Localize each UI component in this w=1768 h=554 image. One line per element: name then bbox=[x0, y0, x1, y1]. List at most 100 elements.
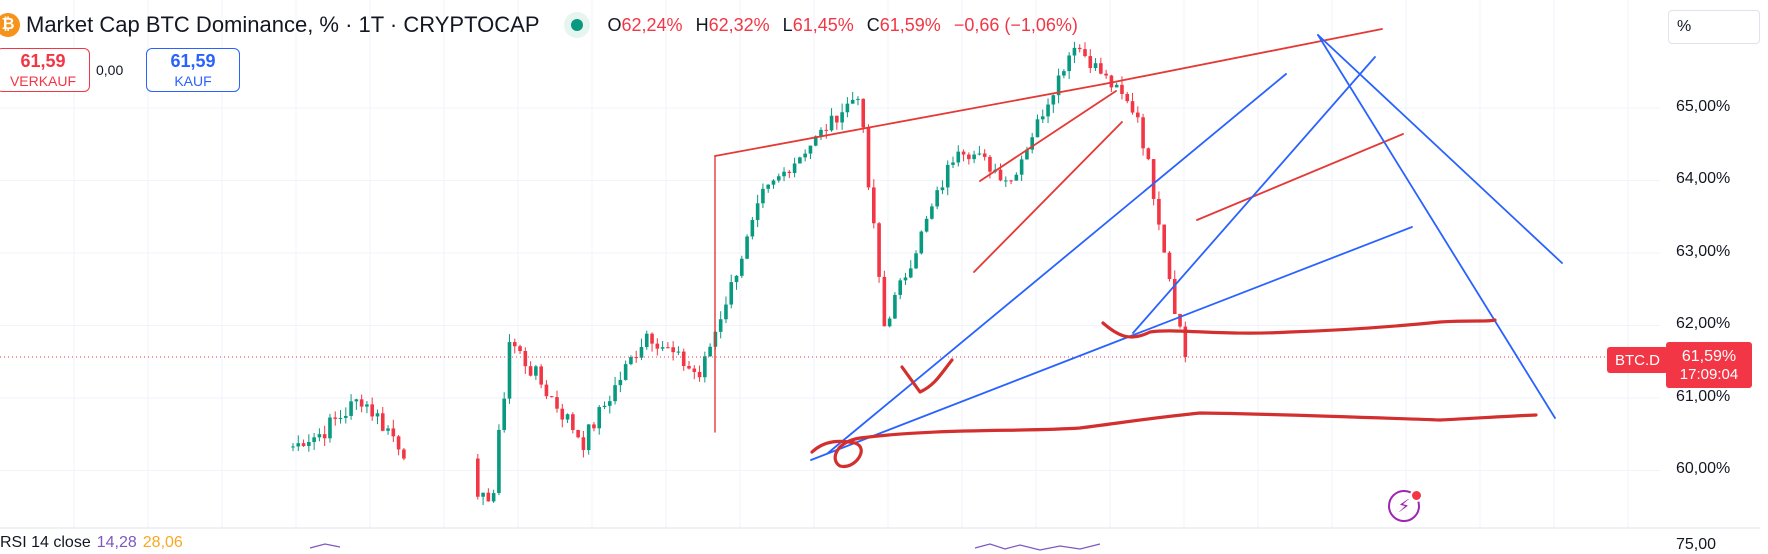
candle-body bbox=[565, 414, 570, 420]
scale-mode-toggle[interactable]: % bbox=[1668, 10, 1760, 44]
candle-body bbox=[386, 428, 390, 431]
candle-body bbox=[497, 429, 501, 494]
candle-body bbox=[296, 443, 301, 447]
candle-body bbox=[951, 162, 955, 165]
candle-body bbox=[660, 347, 665, 349]
candle-body bbox=[1146, 148, 1151, 160]
candle-body bbox=[613, 385, 617, 402]
rsi-line-fragment bbox=[309, 543, 341, 549]
candle-body bbox=[692, 368, 697, 372]
candle-body bbox=[1130, 101, 1135, 113]
candle-body bbox=[1109, 75, 1114, 88]
candle-body bbox=[1088, 56, 1093, 69]
candle-body bbox=[491, 493, 496, 502]
candle-body bbox=[745, 236, 749, 259]
candle-body bbox=[914, 253, 918, 269]
candle-body bbox=[333, 417, 338, 419]
candle-body bbox=[571, 414, 575, 431]
candle-body bbox=[354, 399, 359, 402]
candle-body bbox=[1046, 104, 1050, 117]
candle-body bbox=[972, 154, 976, 160]
market-status-icon[interactable] bbox=[563, 12, 590, 38]
candle-body bbox=[639, 347, 644, 358]
lightning-alert-icon[interactable]: ⚡ bbox=[1388, 490, 1420, 522]
candle-body bbox=[1014, 174, 1019, 181]
candle-body bbox=[1072, 47, 1077, 56]
candle-body bbox=[608, 401, 612, 406]
candle-body bbox=[1157, 198, 1161, 225]
candle-body bbox=[634, 357, 638, 359]
price-change: −0,66 (−1,06%) bbox=[953, 14, 1078, 35]
candle-body bbox=[291, 446, 295, 448]
candle-body bbox=[1051, 95, 1056, 105]
drawing-blue-line-3 bbox=[1132, 56, 1376, 334]
symbol-title[interactable]: Market Cap BTC Dominance, % · 1T · CRYPT… bbox=[26, 12, 540, 37]
candle-body bbox=[998, 169, 1003, 181]
candle-body bbox=[930, 206, 934, 219]
rsi-legend[interactable]: RSI 14 close 14,28 28,06 bbox=[0, 534, 183, 551]
candle-body bbox=[328, 417, 332, 439]
candle-body bbox=[1162, 224, 1166, 253]
candle-body bbox=[877, 223, 881, 277]
candle-body bbox=[1009, 180, 1013, 182]
candle-body bbox=[903, 277, 908, 281]
bar-countdown: 17:09:04 bbox=[1679, 365, 1739, 383]
candle-body bbox=[402, 449, 406, 459]
candle-body bbox=[528, 366, 533, 376]
candle-body bbox=[882, 276, 887, 327]
rsi-line-fragment-2 bbox=[974, 543, 1101, 551]
drawing-red-channel-upper bbox=[979, 90, 1117, 182]
candle-body bbox=[708, 346, 712, 357]
candle-body bbox=[835, 115, 839, 123]
candle-body bbox=[1151, 159, 1156, 199]
spread-value: 0,00 bbox=[96, 62, 124, 78]
candle-body bbox=[755, 203, 760, 221]
candle-body bbox=[893, 294, 897, 319]
candle-body bbox=[1114, 84, 1119, 88]
bitcoin-logo-icon: ₿ bbox=[0, 13, 20, 37]
candle-body bbox=[539, 366, 543, 385]
drawing-red-upper-trendline bbox=[714, 28, 1383, 157]
candle-body bbox=[307, 442, 311, 446]
candle-body bbox=[808, 145, 813, 154]
candle-body bbox=[734, 275, 739, 283]
price-axis-label: 61,00% bbox=[1676, 388, 1731, 405]
candle-body bbox=[850, 99, 855, 104]
candle-body bbox=[977, 153, 982, 155]
candle-body bbox=[935, 190, 939, 207]
candle-body bbox=[813, 136, 818, 146]
buy-button[interactable]: 61,59 KAUF bbox=[146, 48, 240, 92]
candle-body bbox=[967, 154, 971, 160]
candle-body bbox=[359, 399, 364, 407]
candle-body bbox=[1035, 119, 1040, 138]
candle-body bbox=[1056, 75, 1061, 96]
candle-body bbox=[771, 180, 776, 185]
candle-body bbox=[317, 434, 322, 438]
candle-body bbox=[666, 347, 670, 349]
candle-body bbox=[766, 184, 770, 189]
candle-body bbox=[560, 408, 565, 420]
price-axis-label: 62,00% bbox=[1676, 315, 1731, 332]
candle-body bbox=[555, 397, 559, 409]
candle-body bbox=[740, 258, 744, 276]
drawing-red-channel-lower bbox=[973, 121, 1123, 273]
sell-button[interactable]: 61,59 VERKAUF bbox=[0, 48, 90, 92]
drawing-red-freehand-support-2 bbox=[810, 411, 1538, 468]
candle-body bbox=[988, 156, 992, 172]
candle-body bbox=[1172, 279, 1177, 314]
candle-body bbox=[671, 347, 675, 353]
candle-body bbox=[982, 153, 987, 157]
candle-body bbox=[1141, 117, 1145, 149]
drawing-blue-line-5 bbox=[1317, 34, 1556, 419]
candle-body bbox=[375, 413, 380, 417]
candle-body bbox=[380, 413, 385, 431]
candle-body bbox=[523, 351, 528, 367]
symbol-price-tag: BTC.D bbox=[1607, 347, 1668, 373]
candle-body bbox=[502, 398, 506, 430]
candle-body bbox=[629, 357, 633, 365]
drawing-red-freehand-support-1 bbox=[1101, 318, 1497, 339]
price-axis-label: 64,00% bbox=[1676, 170, 1731, 187]
candle-body bbox=[581, 437, 586, 451]
candle-body bbox=[1083, 49, 1087, 57]
